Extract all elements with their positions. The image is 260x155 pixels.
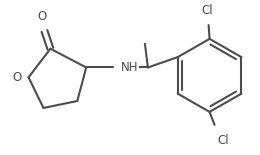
Text: Cl: Cl xyxy=(202,4,213,17)
Text: O: O xyxy=(12,71,22,84)
Text: NH: NH xyxy=(121,61,139,74)
Text: O: O xyxy=(38,10,47,23)
Text: Cl: Cl xyxy=(218,134,229,147)
